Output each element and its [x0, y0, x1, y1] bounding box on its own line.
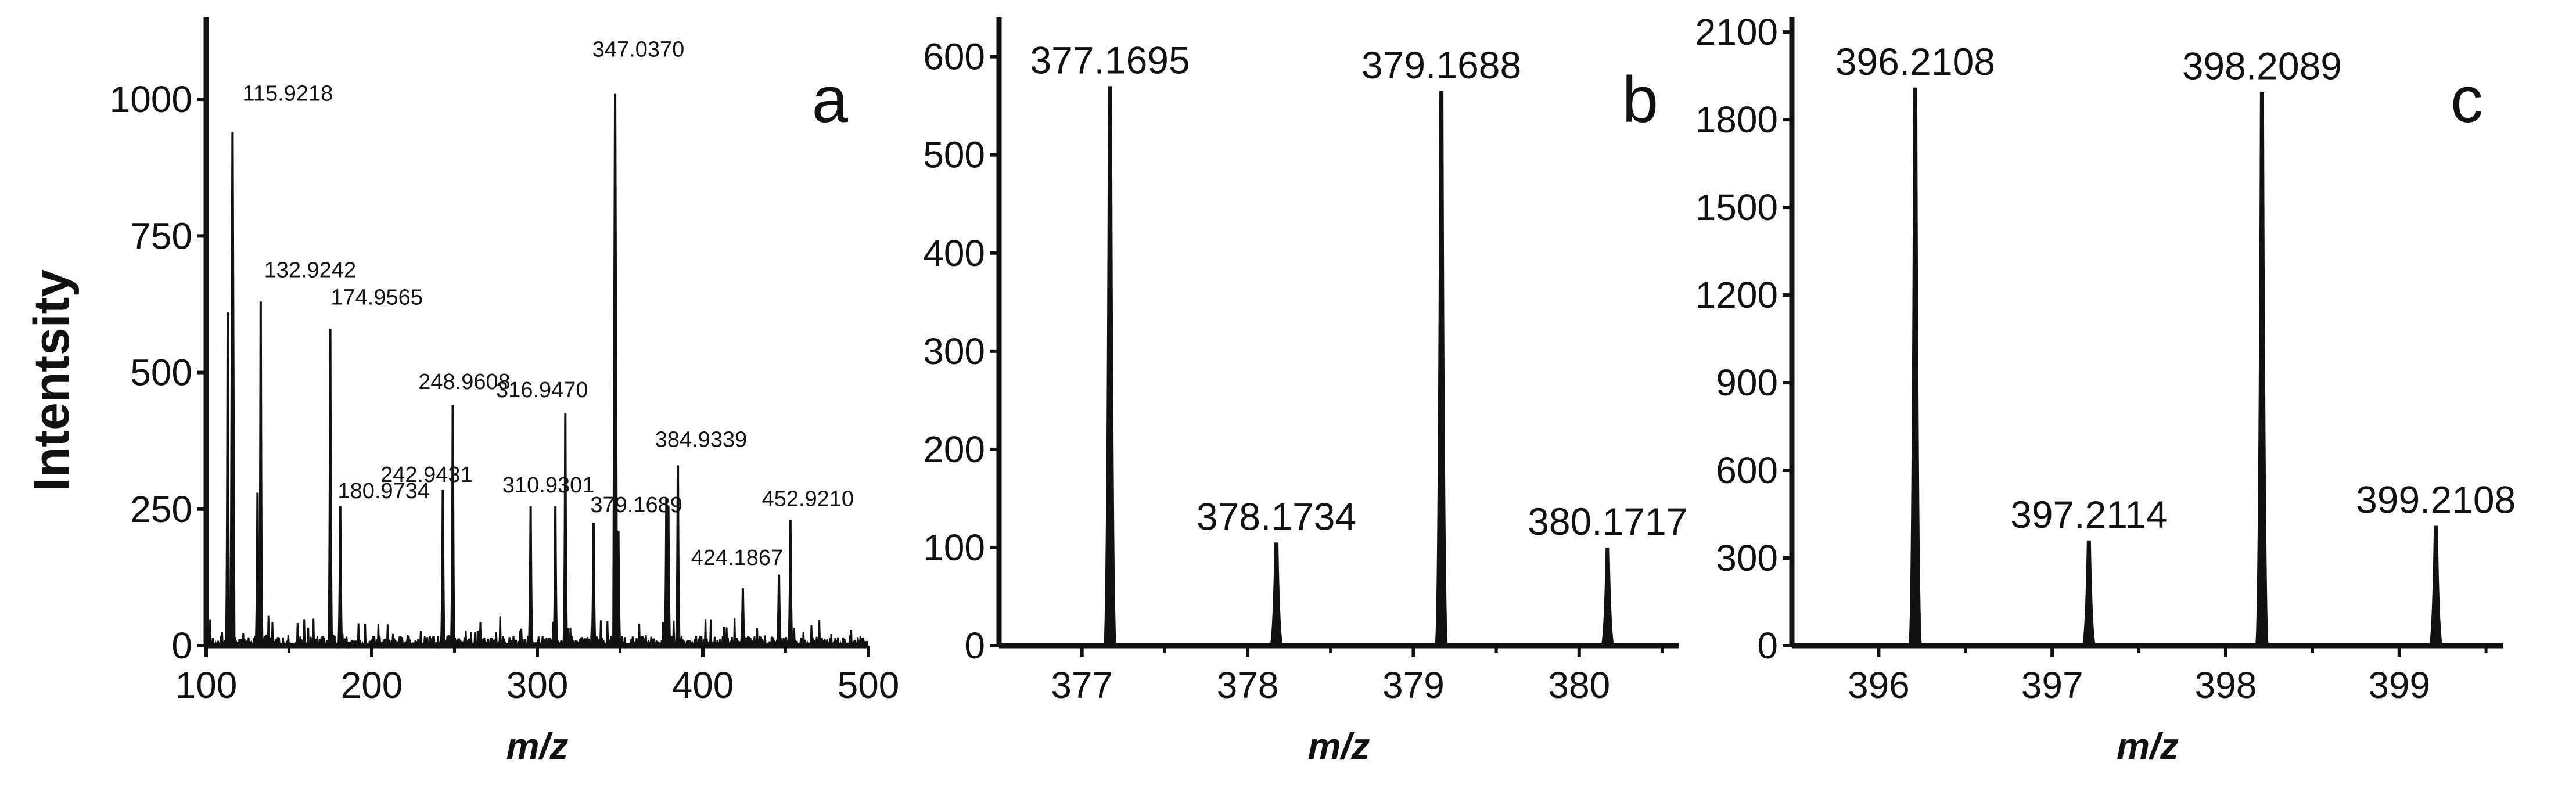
y-axis-title: Intentsity	[24, 269, 80, 491]
peak-label: 132.9242	[264, 258, 357, 282]
y-tick-label: 200	[923, 429, 985, 470]
peak	[440, 489, 446, 647]
x-tick-label: 377	[1051, 664, 1113, 706]
peak-label: 347.0370	[592, 38, 685, 62]
peak-label: 379.1689	[590, 493, 682, 517]
peak	[787, 520, 794, 647]
x-axis-title: m/z	[1308, 725, 1370, 767]
y-tick-label: 1800	[1695, 99, 1778, 141]
peak	[337, 506, 343, 647]
peak	[1102, 86, 1118, 648]
x-tick-label: 200	[341, 664, 403, 706]
x-tick-label: 379	[1382, 664, 1445, 706]
peak-label: 398.2089	[2182, 44, 2342, 87]
peak-label: 248.9608	[418, 370, 511, 394]
x-axis-title: m/z	[506, 725, 569, 767]
x-tick-label: 397	[2021, 664, 2083, 706]
y-tick-label: 600	[1716, 449, 1778, 491]
y-tick-label: 1000	[110, 78, 192, 120]
peak	[2428, 525, 2444, 648]
peak	[224, 312, 231, 647]
y-tick-label: 0	[1757, 625, 1778, 667]
panel-letter: c	[2451, 63, 2483, 136]
peak-label: 379.1688	[1361, 44, 1521, 87]
peak	[450, 405, 456, 647]
peak-label: 452.9210	[762, 487, 854, 512]
peak	[229, 132, 236, 647]
peak	[2254, 92, 2270, 648]
x-tick-label: 378	[1217, 664, 1279, 706]
peak-label: 380.1717	[1528, 500, 1687, 543]
x-tick-label: 500	[838, 664, 900, 706]
peak-label: 397.2114	[2010, 493, 2167, 536]
y-tick-label: 600	[923, 36, 985, 78]
y-tick-label: 500	[923, 134, 985, 176]
y-tick-label: 500	[130, 352, 192, 394]
y-tick-label: 750	[130, 215, 192, 257]
peak-label: 316.9470	[496, 378, 588, 402]
peak	[739, 588, 746, 647]
x-tick-label: 398	[2195, 664, 2257, 706]
x-tick-label: 396	[1848, 664, 1910, 706]
y-tick-label: 300	[1716, 537, 1778, 579]
peak	[590, 523, 597, 647]
peak-label: 378.1734	[1197, 495, 1356, 538]
peak	[1907, 87, 1923, 648]
y-tick-label: 300	[923, 330, 985, 372]
y-tick-label: 0	[171, 625, 192, 667]
panel-letter: b	[1622, 63, 1658, 136]
x-tick-label: 400	[672, 664, 734, 706]
peak	[612, 93, 619, 647]
peak-label: 115.9218	[243, 82, 333, 106]
y-tick-label: 100	[923, 527, 985, 568]
peak	[674, 465, 681, 647]
peak	[562, 413, 569, 647]
peak-label: 242.9431	[380, 463, 473, 487]
chart-panel-c: 0 300 600 900 1200 1500 1800 2100 396 397 398 399 m/…	[1695, 11, 2516, 767]
peak-label: 377.1695	[1030, 38, 1190, 81]
peak-label: 180.9734	[338, 479, 430, 503]
x-tick-label: 380	[1548, 664, 1610, 706]
y-tick-label: 1200	[1695, 274, 1778, 316]
peak	[552, 506, 559, 647]
peak	[665, 506, 671, 647]
panel-letter: a	[812, 63, 849, 136]
peak	[2081, 540, 2097, 648]
y-tick-label: 900	[1716, 362, 1778, 404]
peak	[1269, 542, 1284, 648]
peak-label: 396.2108	[1835, 40, 1995, 83]
peak	[527, 506, 534, 647]
x-tick-label: 300	[506, 664, 569, 706]
peak-label: 384.9339	[655, 428, 748, 452]
peak-label: 174.9565	[330, 285, 423, 309]
y-tick-label: 1500	[1695, 186, 1778, 228]
peak-label: 424.1867	[691, 546, 784, 570]
y-tick-label: 2100	[1695, 11, 1778, 53]
peak	[327, 329, 333, 647]
peak-label: 310.9301	[502, 473, 595, 498]
chart-panel-b: 0 100 200 300 400 500 600 377 378 379 380 m/z b 377.1…	[923, 17, 1687, 767]
peak	[615, 531, 621, 647]
baseline-noise	[205, 615, 869, 649]
x-tick-label: 399	[2368, 664, 2430, 706]
peak-label: 399.2108	[2356, 478, 2516, 521]
chart-panel-a: 0 250 500 750 1000 100 200 300 400 500 m/z a 115.921…	[110, 17, 900, 767]
y-tick-label: 0	[964, 625, 985, 667]
peak	[257, 301, 264, 647]
y-tick-label: 250	[130, 488, 192, 530]
peak	[1600, 547, 1615, 648]
peak	[775, 574, 782, 647]
peak	[1434, 91, 1449, 648]
x-axis-title: m/z	[2117, 725, 2179, 767]
y-tick-label: 400	[923, 232, 985, 274]
x-tick-label: 100	[175, 664, 238, 706]
